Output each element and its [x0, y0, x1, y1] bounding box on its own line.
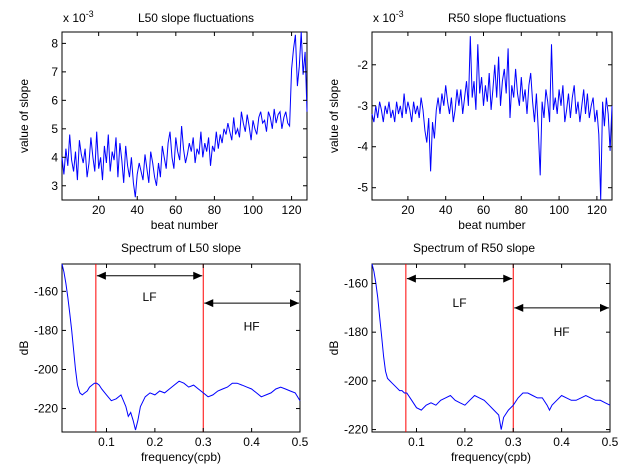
x-tick-label: 0.3 — [505, 435, 522, 449]
x-tick-label: 100 — [549, 203, 569, 217]
x-tick-label: 60 — [477, 203, 491, 217]
data-series-line — [61, 263, 301, 431]
y-tick-label: -3 — [357, 99, 368, 113]
band-arrowhead-left — [406, 274, 416, 283]
chart-title: Spectrum of L50 slope — [121, 241, 241, 255]
band-arrowhead-left — [204, 299, 214, 308]
y-tick-label: 6 — [51, 93, 58, 107]
y-tick-label: 8 — [51, 36, 58, 50]
x-tick-label: 0.3 — [195, 435, 212, 449]
plot-area — [61, 263, 301, 433]
x-tick-label: 20 — [92, 203, 106, 217]
band-label: LF — [453, 296, 467, 310]
x-tick-label: 0.4 — [243, 435, 260, 449]
x-axis-label: frequency(cpb) — [451, 450, 531, 464]
y-axis-label: value of slope — [17, 79, 31, 153]
y-tick-label: -4 — [357, 140, 368, 154]
y-tick-label: -220 — [34, 402, 58, 416]
x-tick-label: 80 — [515, 203, 529, 217]
y-axis-label: value of slope — [327, 79, 341, 153]
y-tick-label: -220 — [344, 423, 368, 437]
x-tick-label: 100 — [243, 203, 263, 217]
y-tick-label: -200 — [344, 374, 368, 388]
x-tick-label: 40 — [131, 203, 145, 217]
x-axis-label: beat number — [458, 218, 525, 232]
x-tick-label: 0.2 — [147, 435, 164, 449]
x-tick-label: 0.2 — [457, 435, 474, 449]
band-arrowhead-right — [503, 274, 513, 283]
y-tick-label: -5 — [357, 181, 368, 195]
x-tick-label: 0.5 — [292, 435, 309, 449]
y-tick-label: -180 — [344, 325, 368, 339]
band-label: HF — [244, 320, 260, 334]
y-tick-label: -180 — [34, 323, 58, 337]
data-series-line — [371, 263, 611, 430]
band-arrowhead-right — [290, 299, 299, 308]
chart-title: L50 slope fluctuations — [138, 11, 254, 25]
panel-l50-slope: x 10-3 L50 slope fluctuations 20 40 60 80 10… — [17, 9, 308, 232]
panel-r50-slope: x 10-3 R50 slope fluctuations 20 40 60 80 10… — [327, 9, 613, 232]
chart-title: R50 slope fluctuations — [448, 11, 566, 25]
band-arrowhead-right — [600, 303, 609, 312]
x-tick-label: 60 — [169, 203, 183, 217]
y-tick-label: 3 — [51, 179, 58, 193]
x-tick-label: 0.1 — [98, 435, 115, 449]
panel-l50-spectrum: Spectrum of L50 slope 0.1 0.2 0.3 0.4 0.5 -22… — [17, 241, 309, 464]
exponent-label: x 10-3 — [63, 9, 94, 25]
x-tick-label: 40 — [439, 203, 453, 217]
y-tick-label: 4 — [51, 150, 58, 164]
y-tick-label: -2 — [357, 58, 368, 72]
y-axis-label: dB — [327, 341, 341, 356]
y-tick-label: 7 — [51, 65, 58, 79]
data-series-line — [371, 36, 613, 201]
band-arrowhead-left — [96, 271, 106, 280]
exponent-label: x 10-3 — [373, 9, 404, 25]
x-axis-label: beat number — [151, 218, 218, 232]
data-series-line — [61, 31, 308, 198]
x-tick-label: 0.1 — [408, 435, 425, 449]
x-tick-label: 0.5 — [602, 435, 619, 449]
x-tick-label: 80 — [208, 203, 222, 217]
y-axis-label: dB — [17, 341, 31, 356]
x-tick-label: 20 — [401, 203, 415, 217]
band-label: HF — [554, 325, 570, 339]
y-tick-label: -160 — [344, 276, 368, 290]
y-tick-label: 5 — [51, 122, 58, 136]
band-arrowhead-right — [193, 271, 203, 280]
band-label: LF — [143, 290, 157, 304]
panel-r50-spectrum: Spectrum of R50 slope 0.1 0.2 0.3 0.4 0.5 -22… — [327, 241, 619, 464]
band-arrowhead-left — [514, 303, 524, 312]
x-tick-label: 120 — [587, 203, 607, 217]
y-tick-label: -200 — [34, 362, 58, 376]
x-tick-label: 0.4 — [553, 435, 570, 449]
plot-area — [371, 263, 611, 433]
chart-title: Spectrum of R50 slope — [413, 241, 535, 255]
x-tick-label: 120 — [282, 203, 302, 217]
plot-area — [371, 31, 613, 201]
x-axis-label: frequency(cpb) — [141, 450, 221, 464]
y-tick-label: -160 — [34, 284, 58, 298]
